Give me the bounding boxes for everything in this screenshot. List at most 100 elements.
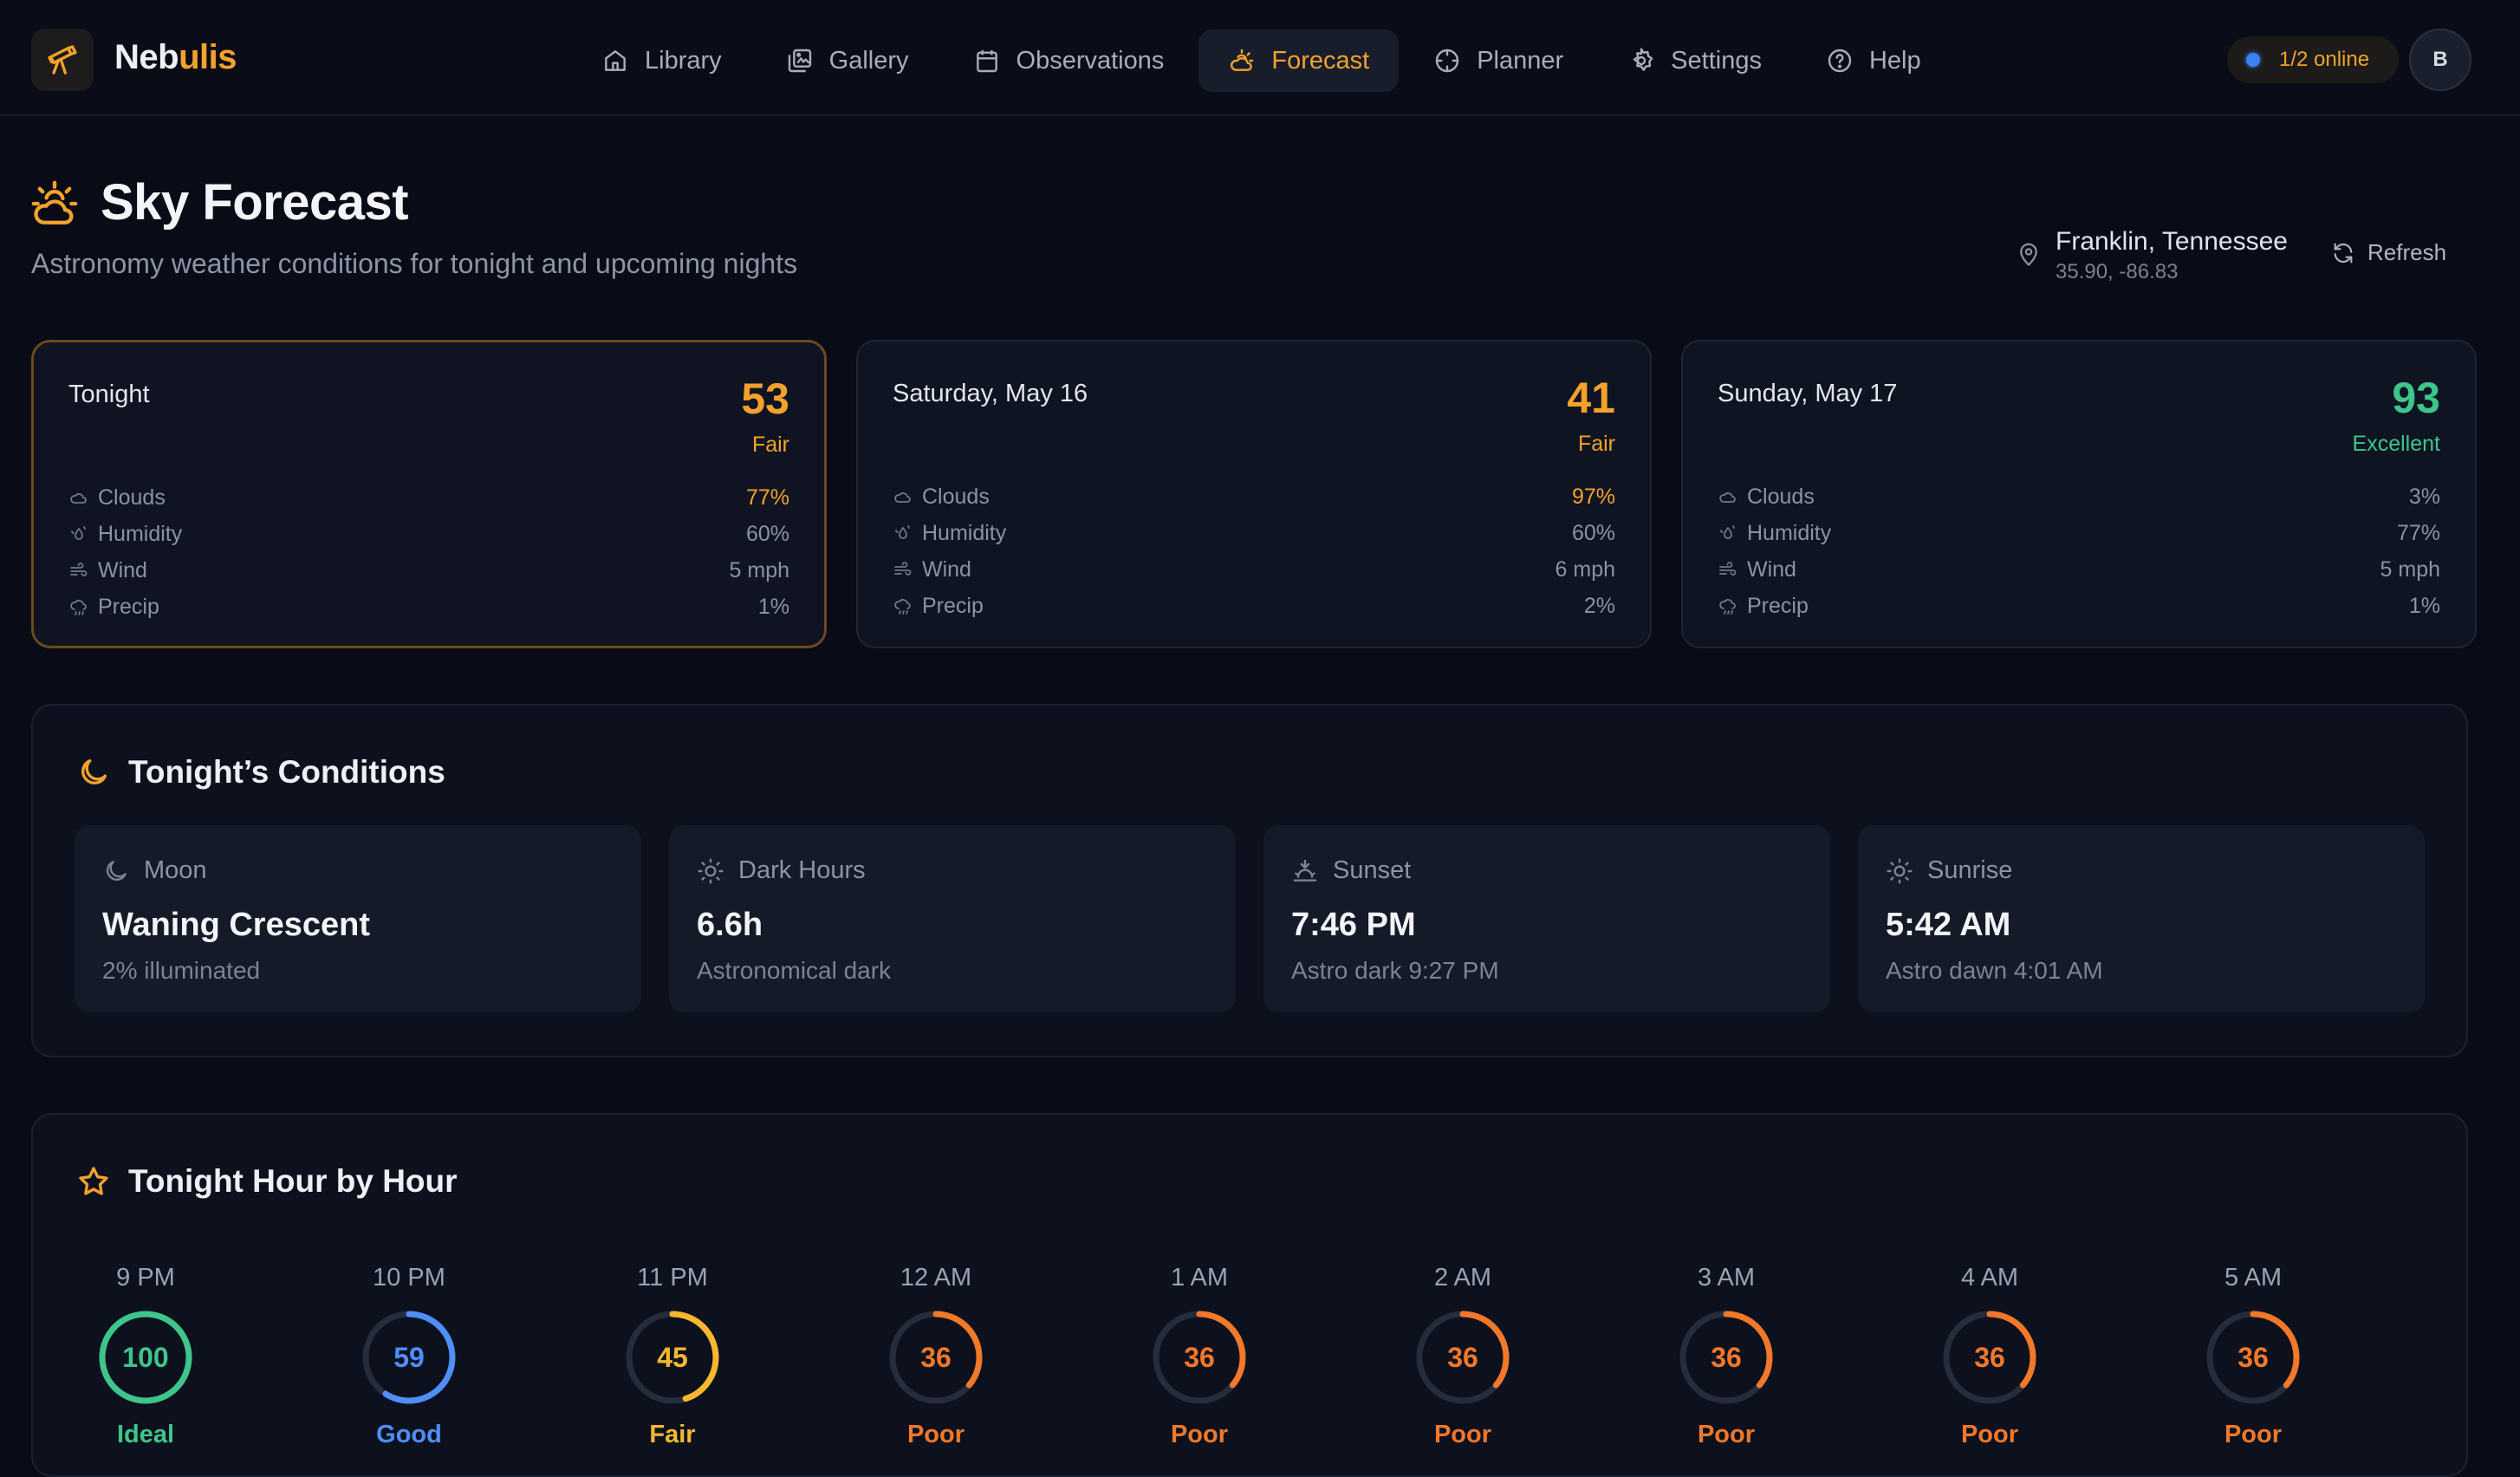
day-card-1[interactable]: Saturday, May 16 41 Fair Clouds 97% Humi…	[856, 340, 1652, 648]
gauge-fill	[2206, 1311, 2300, 1404]
hour-item[interactable]: 9 PM 100 Ideal	[59, 1264, 232, 1449]
hour-rating: Poor	[2224, 1421, 2283, 1448]
hour-item[interactable]: 4 AM 36 Poor	[1903, 1264, 2076, 1449]
humidity-icon	[71, 526, 86, 540]
metric-value: 97%	[1571, 484, 1615, 509]
hourly-title: Tonight Hour by Hour	[128, 1163, 458, 1199]
nav-forecast[interactable]: Forecast	[1198, 29, 1400, 92]
conditions-header: Tonight’s Conditions	[76, 754, 445, 791]
gauge-fill	[626, 1311, 719, 1404]
metric-row: Clouds 97%	[893, 478, 1615, 515]
wind-icon	[70, 563, 88, 576]
help-icon	[1828, 49, 1852, 73]
refresh-button[interactable]: Refresh	[2331, 239, 2446, 266]
metric-row: Precip 2%	[893, 588, 1615, 624]
hour-item[interactable]: 11 PM 45 Fair	[586, 1264, 759, 1449]
status-dot-icon	[2246, 53, 2260, 67]
day-card-0[interactable]: Tonight 53 Fair Clouds 77% Humidity 60% …	[31, 340, 827, 648]
metric-name: Clouds	[922, 484, 990, 509]
metric-name: Precip	[1747, 593, 1809, 618]
hourly-header: Tonight Hour by Hour	[76, 1163, 458, 1200]
condition-value: 7:46 PM	[1291, 907, 1416, 943]
nav-gallery[interactable]: Gallery	[757, 29, 939, 92]
nav-planner[interactable]: Planner	[1404, 29, 1593, 92]
condition-detail: 2% illuminated	[102, 957, 261, 984]
condition-label-text: Moon	[144, 856, 207, 884]
metric-name: Clouds	[98, 485, 166, 510]
metric-name: Clouds	[1747, 484, 1815, 509]
calendar-icon	[976, 50, 997, 73]
day-name: Tonight	[68, 381, 150, 408]
online-status-badge[interactable]: 1/2 online	[2227, 36, 2399, 83]
metric-row: Clouds 77%	[68, 479, 789, 516]
hour-item[interactable]: 5 AM 36 Poor	[2166, 1264, 2340, 1449]
metric-value: 1%	[2408, 593, 2440, 618]
brand-name[interactable]: Nebulis	[114, 38, 237, 77]
metric-label: Precip	[68, 595, 159, 620]
gauge-fill	[1679, 1311, 1773, 1404]
hour-rating: Poor	[1960, 1421, 2019, 1448]
hour-item[interactable]: 3 AM 36 Poor	[1640, 1264, 1813, 1449]
nav-help[interactable]: Help	[1796, 29, 1951, 92]
day-score: 53	[741, 374, 789, 423]
hour-time: 12 AM	[900, 1264, 972, 1292]
score-gauge: 59	[360, 1308, 458, 1407]
hour-item[interactable]: 1 AM 36 Poor	[1113, 1264, 1286, 1449]
map-pin-icon	[2020, 243, 2037, 266]
metric-value: 60%	[1571, 520, 1615, 545]
condition-label: Moon	[102, 856, 207, 885]
nav-settings[interactable]: Settings	[1598, 29, 1791, 92]
hour-time: 9 PM	[116, 1264, 175, 1292]
logo[interactable]	[31, 29, 94, 91]
gauge-ring	[1416, 1311, 1510, 1404]
day-rating: Fair	[1577, 432, 1615, 456]
nav-library[interactable]: Library	[572, 29, 751, 92]
hour-score: 100	[122, 1341, 169, 1373]
day-card-2[interactable]: Sunday, May 17 93 Excellent Clouds 3% Hu…	[1681, 340, 2477, 648]
gauge-ring	[2206, 1311, 2300, 1404]
metric-label: Clouds	[68, 485, 166, 511]
humidity-icon	[895, 525, 910, 539]
metric-row: Clouds 3%	[1718, 478, 2440, 515]
metric-value: 5 mph	[729, 557, 789, 582]
metric-row: Humidity 60%	[68, 516, 789, 552]
hour-rating: Poor	[906, 1421, 965, 1448]
hour-item[interactable]: 10 PM 59 Good	[322, 1264, 496, 1449]
metric-label: Wind	[68, 558, 147, 583]
metric-row: Humidity 60%	[893, 515, 1615, 551]
score-gauge: 36	[887, 1308, 985, 1407]
metric-row: Wind 5 mph	[1718, 551, 2440, 588]
metric-value: 60%	[745, 521, 789, 546]
metric-value: 5 mph	[2380, 556, 2440, 582]
refresh-label: Refresh	[2367, 239, 2447, 265]
hour-time: 4 AM	[1960, 1264, 2019, 1292]
metric-label: Clouds	[893, 485, 990, 510]
nav-observations-label: Observations	[1016, 46, 1165, 75]
brand-part-1: Neb	[114, 38, 179, 76]
nav-observations[interactable]: Observations	[944, 29, 1194, 92]
metric-name: Wind	[922, 556, 971, 582]
hour-item[interactable]: 2 AM 36 Poor	[1376, 1264, 1549, 1449]
metric-value: 77%	[2396, 520, 2440, 545]
condition-label: Sunrise	[1886, 856, 2012, 885]
location-coords: 35.90, -86.83	[2056, 260, 2179, 283]
metric-name: Wind	[98, 557, 147, 582]
moon-icon	[81, 759, 107, 784]
star-icon	[79, 1167, 108, 1195]
metric-label: Humidity	[893, 521, 1006, 546]
hour-rating: Poor	[1697, 1421, 1756, 1448]
hour-score: 59	[393, 1341, 425, 1373]
user-avatar[interactable]: B	[2409, 29, 2471, 91]
nav-library-label: Library	[645, 46, 722, 75]
condition-detail: Astronomical dark	[697, 957, 892, 984]
sunset-icon	[1293, 859, 1317, 882]
metric-name: Humidity	[98, 521, 183, 546]
hour-item[interactable]: 12 AM 36 Poor	[849, 1264, 1023, 1449]
location-name: Franklin, Tennessee	[2056, 227, 2288, 256]
nav-help-label: Help	[1868, 46, 1921, 75]
hour-rating: Good	[376, 1421, 442, 1448]
gauge-ring	[1153, 1311, 1246, 1404]
hour-rating: Poor	[1433, 1421, 1492, 1448]
condition-label-text: Sunrise	[1927, 856, 2013, 884]
gauge-ring	[99, 1311, 192, 1404]
